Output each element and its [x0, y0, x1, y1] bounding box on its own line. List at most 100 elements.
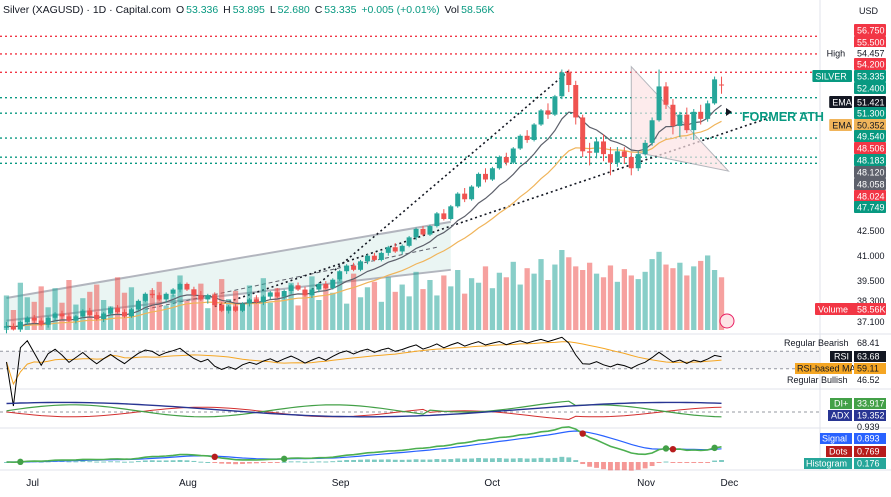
- volume-bar: [468, 278, 475, 330]
- volume-bar: [545, 280, 551, 330]
- macd-histogram-bar: [191, 460, 197, 462]
- volume-badge-value: 58.56K: [857, 305, 886, 315]
- volume-bar: [448, 286, 454, 330]
- candle-body: [337, 271, 343, 280]
- candle-body: [281, 290, 287, 297]
- volume-bar: [538, 259, 544, 330]
- macd-histogram-bar: [142, 460, 148, 462]
- candle-body: [670, 104, 676, 126]
- candle-body: [607, 154, 613, 163]
- candle-body: [358, 261, 364, 270]
- x-axis-month-label: Jul: [26, 478, 39, 489]
- macd-histogram-bar: [656, 462, 662, 463]
- price-tick-label: 39.500: [857, 276, 885, 286]
- price-badge-label: 56.750: [857, 26, 885, 36]
- price-badge-tag: [829, 119, 852, 131]
- candle-body: [406, 237, 412, 246]
- macd-histogram-bar: [253, 462, 259, 464]
- symbol-title[interactable]: Silver (XAGUSD) · 1D · Capital.com: [3, 4, 172, 16]
- candle-body: [663, 86, 669, 105]
- candle-body: [434, 213, 440, 227]
- macd-cross-dot: [711, 444, 718, 452]
- rsi-ma-line: [6, 341, 722, 386]
- volume-bar: [52, 288, 58, 330]
- di-minus-line: [6, 406, 722, 421]
- macd-histogram-bar: [274, 462, 280, 463]
- macd-histogram-bar: [510, 458, 516, 462]
- macd-histogram-bar: [545, 458, 551, 462]
- macd-cross-dot: [17, 458, 24, 466]
- volume-bar: [191, 289, 197, 330]
- currency-label: USD: [859, 6, 879, 16]
- candle-body: [517, 135, 523, 149]
- macd-histogram-bar: [670, 462, 676, 463]
- trendline-upper: [311, 70, 570, 291]
- price-badge: [854, 119, 886, 131]
- rsi-bearish-label: Regular Bearish: [784, 338, 849, 348]
- macd-histogram-bar: [649, 462, 655, 467]
- volume-bar: [149, 290, 155, 330]
- macd-histogram-bar: [316, 461, 322, 463]
- macd-histogram-bar: [378, 459, 384, 462]
- candle-body: [226, 306, 232, 311]
- rsi-band: [0, 351, 820, 369]
- price-badge-label: 55.500: [857, 38, 885, 48]
- volume-bar: [677, 262, 683, 330]
- candle-body: [691, 111, 697, 131]
- volume-bar: [663, 264, 669, 330]
- macd-histogram-bar: [351, 460, 357, 462]
- candle-body: [649, 120, 655, 143]
- macd-histogram-bar: [226, 462, 232, 464]
- price-badge-label: 48.024: [857, 192, 885, 202]
- volume-bar: [10, 310, 17, 330]
- volume-bar: [357, 297, 364, 330]
- volume-bar: [503, 277, 509, 330]
- macd-cross-dot: [211, 453, 218, 461]
- candle-body: [316, 283, 322, 290]
- volume-bar: [114, 277, 121, 330]
- volume-bar: [705, 255, 711, 330]
- volume-bar: [406, 296, 412, 330]
- rsi-line: [6, 336, 722, 407]
- candle-body: [559, 72, 565, 97]
- candle-body: [628, 156, 634, 169]
- former-ath-label: FORMER ATH: [742, 110, 824, 124]
- candle-body: [309, 289, 315, 296]
- candle-body: [94, 314, 100, 320]
- macd-histogram-bar: [608, 462, 613, 471]
- volume-bar: [135, 303, 142, 330]
- macd-histogram-bar: [205, 461, 211, 463]
- macd-histogram-bar: [66, 461, 72, 463]
- price-badge: [854, 107, 886, 119]
- macd-histogram-bar: [94, 461, 100, 463]
- candle-body: [378, 252, 384, 260]
- di-plus-tag: [830, 398, 852, 409]
- macd-histogram-bar: [434, 459, 440, 462]
- macd-histogram-bar: [115, 461, 120, 463]
- candle-body: [538, 110, 544, 125]
- candle-body: [482, 173, 488, 180]
- macd-histogram-bar: [156, 460, 162, 462]
- macd-histogram-bar: [344, 459, 350, 462]
- candle-body: [38, 320, 44, 325]
- macd-histogram-bar: [503, 458, 509, 462]
- di-plus-line: [6, 400, 722, 418]
- di-plus-value: 33.917: [857, 399, 885, 409]
- dots-tag: [826, 446, 852, 457]
- price-badge: [854, 36, 886, 48]
- macd-histogram-bar: [101, 461, 107, 463]
- macd-histogram-bar: [73, 461, 79, 463]
- candle-body: [73, 316, 79, 321]
- dots-badge: [854, 446, 886, 457]
- high-label: H: [223, 4, 231, 16]
- histogram-value: 0.176: [857, 459, 880, 469]
- macd-cross-dot: [280, 455, 288, 463]
- volume-bar: [371, 281, 378, 330]
- volume-bar: [670, 268, 676, 330]
- macd-histogram-bar: [698, 462, 704, 463]
- candle-body: [614, 151, 620, 163]
- macd-histogram-bar: [247, 462, 252, 464]
- macd-histogram-bar: [149, 460, 155, 462]
